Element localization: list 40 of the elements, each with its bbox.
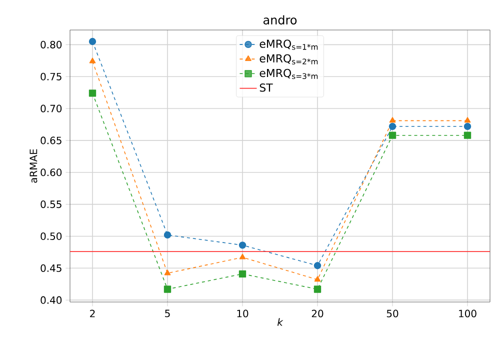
y-tick-label: 0.75 — [40, 72, 62, 80]
y-tick-label: 0.70 — [40, 104, 62, 112]
y-tick-label: 0.60 — [40, 168, 62, 176]
point — [89, 58, 96, 64]
point — [164, 231, 172, 239]
y-tick-label: 0.55 — [40, 200, 62, 208]
point — [314, 286, 322, 293]
point — [238, 270, 246, 278]
y-axis-title: aRMAE — [30, 149, 38, 183]
point — [388, 132, 396, 139]
x-tick-label: 2 — [90, 310, 95, 318]
legend-label: eMRQ$_{s=1*m}$ — [260, 40, 318, 50]
y-tick-label: 0.65 — [40, 136, 62, 144]
point — [464, 132, 472, 139]
x-axis-title: k — [277, 318, 284, 326]
x-tick-label: 5 — [165, 310, 170, 318]
chart-title: andro — [263, 15, 297, 24]
point — [314, 276, 321, 282]
y-tick-label: 0.80 — [40, 40, 62, 48]
point — [164, 286, 172, 293]
legend-label: eMRQ$_{s=2*m}$ — [260, 54, 318, 64]
y-tick-label: 0.45 — [40, 264, 62, 272]
point — [314, 262, 322, 270]
point — [464, 117, 471, 123]
legend-label: eMRQ$_{s=3*m}$ — [260, 68, 318, 80]
point — [388, 122, 396, 130]
x-tick-label: 10 — [237, 310, 248, 318]
x-tick-label: 100 — [459, 310, 476, 318]
point — [88, 38, 96, 46]
point — [389, 117, 396, 123]
x-tick-label: 20 — [312, 310, 324, 318]
legend-label: ST — [260, 83, 273, 92]
point — [239, 254, 246, 260]
y-tick-label: 0.50 — [40, 232, 62, 240]
x-tick-label: 50 — [386, 310, 398, 318]
y-tick-label: 0.40 — [40, 296, 62, 304]
point — [164, 270, 171, 276]
point — [464, 122, 472, 130]
point — [88, 90, 96, 97]
point — [238, 242, 246, 249]
